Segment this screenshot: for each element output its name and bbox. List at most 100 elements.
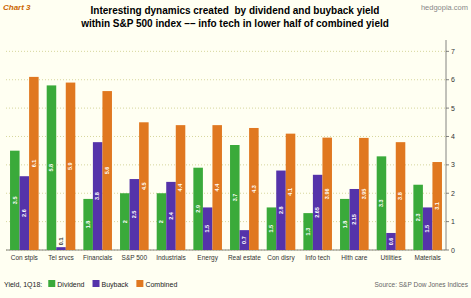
bar [340, 199, 350, 250]
bar [286, 134, 296, 250]
y-tick [446, 136, 449, 137]
bar [56, 247, 66, 250]
data-label: 0.7 [241, 236, 247, 244]
data-label: 0.6 [388, 238, 394, 246]
data-label: 3.3 [378, 199, 384, 207]
bar [386, 233, 396, 250]
bar [303, 213, 313, 250]
bar [66, 83, 76, 250]
bar [166, 182, 176, 250]
bar [176, 125, 186, 250]
data-label: 3.5 [12, 197, 18, 205]
data-label: 1.3 [305, 228, 311, 236]
x-tick-label: Con stpls [11, 254, 39, 262]
x-tick-label: Tel srvcs [48, 254, 74, 261]
y-tick-label: 1 [451, 218, 455, 225]
bar [377, 156, 387, 250]
data-label: 6.1 [31, 160, 37, 168]
bar [396, 142, 406, 250]
data-label: 2.8 [278, 206, 284, 214]
y-axis-line [446, 40, 447, 250]
data-label: 4.5 [141, 182, 147, 190]
y-tick-label: 4 [451, 133, 455, 140]
data-label: 4.3 [251, 185, 257, 193]
y-tick [446, 108, 449, 109]
bar [240, 230, 250, 250]
legend-swatch [136, 280, 143, 287]
bar [120, 193, 130, 250]
data-label: 4.4 [177, 183, 183, 192]
source: Source: S&P Dow Jones Indices [375, 281, 469, 288]
bar [423, 207, 433, 250]
y-tick-label: 3 [451, 161, 455, 168]
bar [139, 122, 149, 250]
legend-entry: Buyback [102, 281, 129, 289]
x-tick-label: Materials [414, 254, 441, 261]
data-label: 1.5 [424, 225, 430, 233]
bar [322, 138, 332, 250]
y-tick [446, 250, 449, 251]
bar [29, 77, 39, 250]
data-label: 5.6 [104, 167, 110, 175]
data-label: 2.6 [21, 209, 27, 217]
chart-label: Chart 3 [3, 3, 31, 12]
y-tick-label: 2 [451, 190, 455, 197]
data-label: 3.8 [397, 192, 403, 200]
data-label: 0.1 [58, 238, 64, 246]
title: Interesting dynamics created by dividend… [91, 5, 380, 16]
bar [276, 171, 286, 250]
y-tick [446, 164, 449, 165]
x-tick-label: Energy [197, 254, 218, 262]
data-label: 2.4 [168, 211, 174, 220]
y-tick [446, 221, 449, 222]
data-label: 3.96 [324, 188, 330, 199]
data-label: 1.5 [204, 225, 210, 233]
chart: Interesting dynamics created by dividend… [0, 0, 471, 298]
bar [432, 162, 442, 250]
bar [130, 179, 140, 250]
bar [157, 193, 167, 250]
x-tick-label: Con disry [267, 254, 295, 262]
data-label: 3.95 [361, 189, 367, 200]
data-label: 1.5 [268, 225, 274, 233]
x-tick-label: S&P 500 [122, 254, 148, 261]
bar [413, 185, 423, 250]
y-tick-label: 5 [451, 105, 455, 112]
data-label: 2.65 [314, 207, 320, 218]
bar [193, 168, 203, 250]
data-label: 4.4 [214, 183, 220, 192]
x-tick-label: Real estate [228, 254, 261, 261]
bar [47, 85, 57, 250]
legend-label: Yield, 1Q18: [4, 281, 42, 289]
watermark: hedgopia.com [421, 3, 468, 12]
data-label: 4.1 [287, 188, 293, 196]
data-label: 3.8 [94, 192, 100, 200]
grid-line [6, 51, 446, 52]
bar [20, 176, 30, 250]
bar [313, 175, 323, 250]
x-tick-label: Hlth care [341, 254, 367, 261]
x-tick-label: Info tech [305, 254, 330, 261]
data-label: 3.1 [434, 202, 440, 210]
bar [102, 91, 112, 250]
subtitle: within S&P 500 index –– info tech in low… [80, 18, 389, 29]
bar [93, 142, 103, 250]
data-label: 2 [122, 220, 128, 223]
bar [359, 138, 369, 250]
legend-entry: Dividend [57, 281, 84, 288]
x-tick-label: Financials [83, 254, 113, 261]
bar [230, 145, 240, 250]
bar [10, 151, 20, 250]
legend-swatch [93, 280, 100, 287]
grid-line [6, 79, 446, 80]
bar [350, 189, 360, 250]
bar [249, 128, 259, 250]
y-tick-label: 0 [451, 247, 455, 254]
y-tick [446, 51, 449, 52]
grid [6, 51, 446, 250]
y-tick-label: 7 [451, 48, 455, 55]
data-label: 2 [158, 220, 164, 223]
data-label: 2.15 [351, 214, 357, 225]
legend-swatch [48, 280, 55, 287]
bar [267, 207, 277, 250]
